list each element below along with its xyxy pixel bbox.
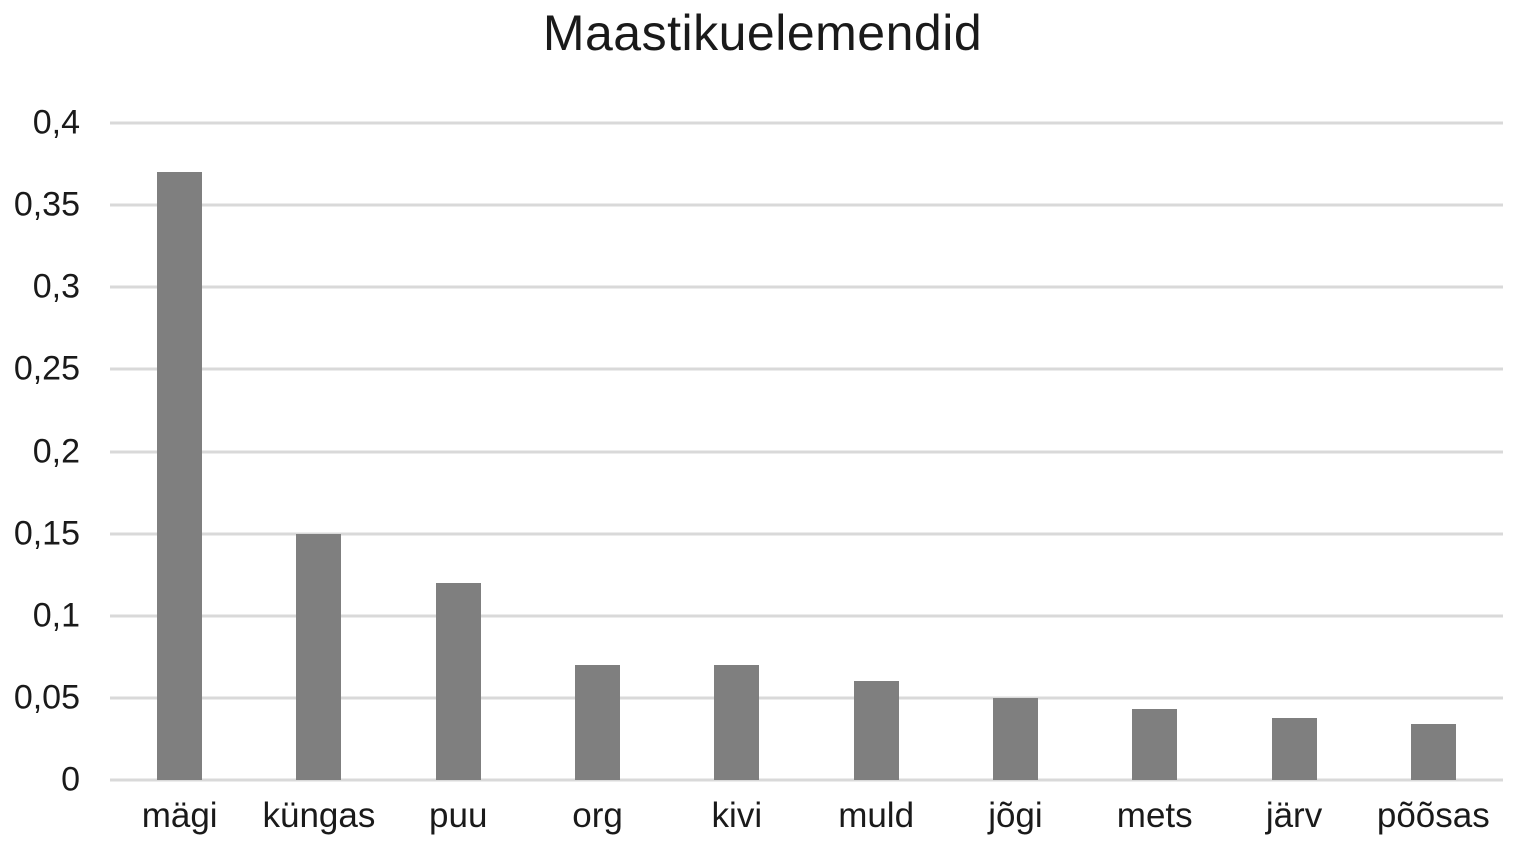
x-tick-label-järv: järv [1265,796,1323,835]
bar-group-muld [806,123,945,780]
x-tick-label-põõsas: põõsas [1376,796,1490,835]
gridline [110,696,1503,700]
gridline [110,285,1503,289]
bar-org [575,665,621,780]
y-tick-label: 0,4 [32,103,80,142]
bar-jõgi [992,697,1038,780]
x-tick-label-muld: muld [838,796,915,835]
bar-põõsas [1410,724,1456,780]
bar-mets [1132,709,1178,780]
x-tick-label-mägi: mägi [141,796,218,835]
plot-area [110,121,1503,782]
gridline [110,532,1503,536]
y-tick-label: 0,1 [32,596,80,635]
y-tick-label: 0,15 [13,514,80,553]
bar-group-põõsas [1364,123,1503,780]
gridline [110,450,1503,453]
y-tick-label: 0,35 [13,185,80,224]
x-tick-label-kivi: kivi [711,796,763,835]
bar-group-org [528,123,667,780]
x-tick-label-org: org [572,796,623,835]
chart-title: Maastikuelemendid [542,5,983,61]
x-tick-label-jõgi: jõgi [988,796,1043,835]
x-tick-label-puu: puu [429,796,488,835]
x-tick-label-mets: mets [1116,796,1193,835]
gridline [110,778,1503,782]
x-axis: mägi küngas puu org kivi muld jõgi mets järv põõs… [110,796,1503,836]
gridline [110,614,1503,618]
bar-mägi [157,172,203,780]
gridline [110,367,1503,371]
gridline [110,121,1503,125]
bar-group-järv [1224,123,1363,780]
y-tick-label: 0 [61,760,80,799]
x-tick-label-küngas: küngas [262,796,376,835]
bar-muld [853,681,899,780]
y-tick-label: 0,25 [13,349,80,388]
bar-küngas [296,533,342,780]
y-tick-label: 0,2 [32,432,80,470]
bar-järv [1271,717,1317,780]
bar-group-jõgi [946,123,1085,780]
bar-group-kivi [667,123,806,780]
y-tick-label: 0,05 [13,678,80,717]
bar-group-mets [1085,123,1224,780]
bar-group-mägi [110,123,249,780]
gridline [110,203,1503,207]
y-axis: 0 0,05 0,1 0,15 0,2 0,25 0,3 0,35 0,4 [0,104,80,799]
y-tick-label: 0,3 [32,267,80,306]
bar-kivi [714,665,760,780]
bar-group-küngas [249,123,388,780]
bar-puu [435,582,481,780]
bars [110,123,1503,780]
bar-group-puu [389,123,528,780]
